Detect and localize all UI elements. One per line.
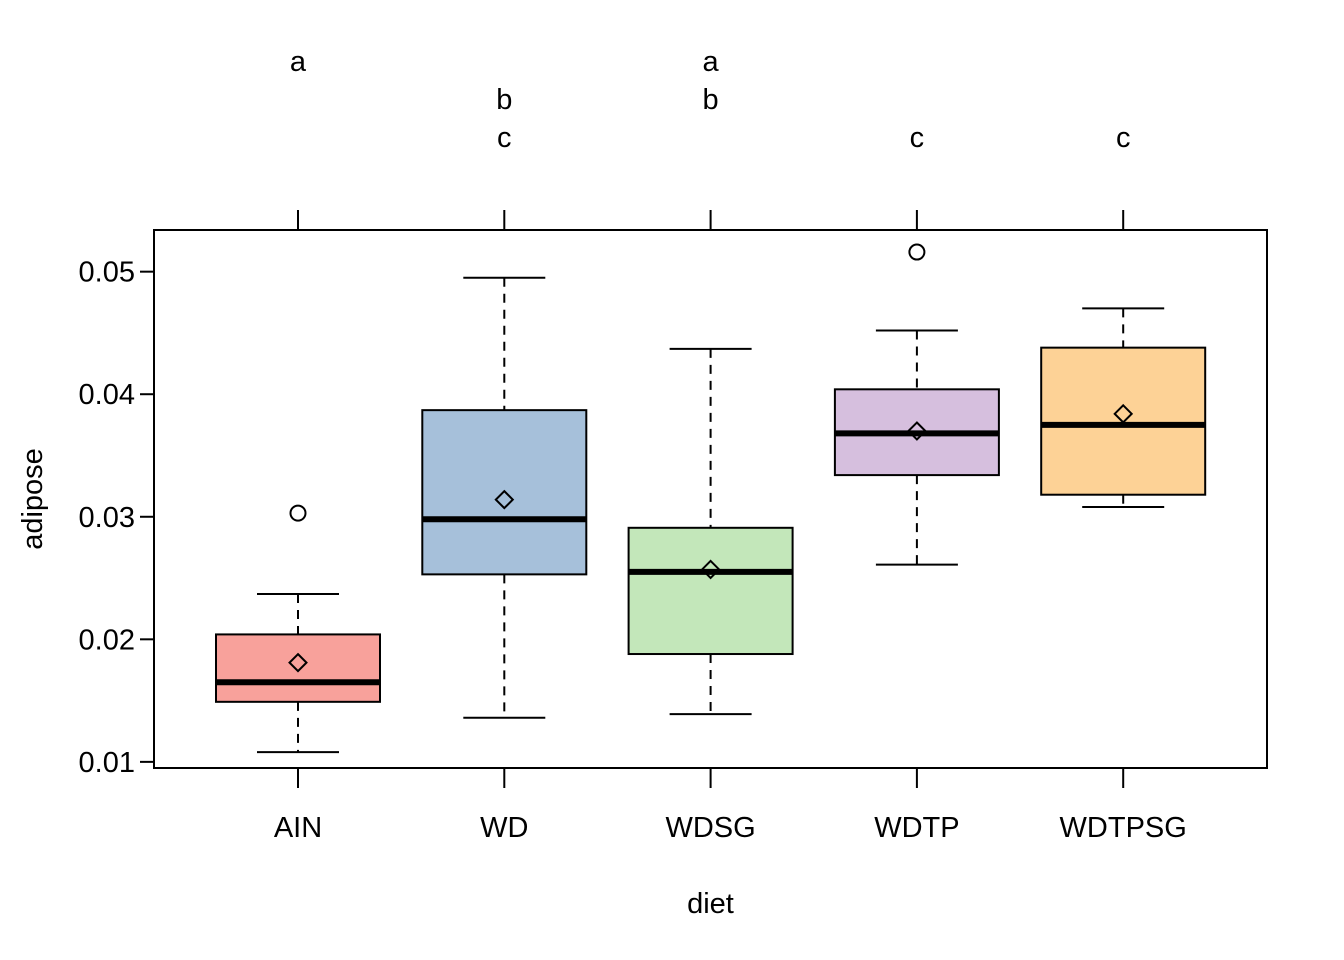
mean-marker [1113, 403, 1134, 424]
significance-letter: c [1116, 122, 1131, 154]
significance-letter: b [496, 84, 512, 116]
boxes [215, 243, 1207, 754]
box-rect [627, 526, 794, 656]
significance-letter: c [497, 122, 512, 154]
significance-letter: b [703, 84, 719, 116]
significance-letter: a [703, 46, 720, 78]
box-group [421, 276, 588, 719]
y-tick-label: 0.04 [79, 379, 135, 411]
x-tick-label: WD [480, 812, 528, 844]
outlier-point [289, 504, 307, 522]
x-tick-label: AIN [274, 812, 322, 844]
box-group [215, 504, 381, 754]
x-tick-label: WDSG [665, 812, 755, 844]
x-axis-title: diet [687, 888, 734, 920]
x-tick-label: WDTP [874, 812, 959, 844]
box-rect [215, 633, 381, 703]
mean-marker [494, 489, 515, 510]
y-axis-title: adipose [17, 448, 49, 550]
y-tick-label: 0.01 [79, 747, 135, 779]
box-group [1040, 307, 1207, 508]
mean-marker [700, 559, 721, 580]
outlier-point [908, 243, 926, 261]
box-group [833, 243, 1000, 566]
y-tick-label: 0.03 [79, 502, 135, 534]
y-axis: 0.01 0.02 0.03 0.04 0.05 [79, 257, 154, 779]
significance-letter: c [910, 122, 925, 154]
mean-marker [288, 652, 308, 673]
mean-marker [906, 421, 927, 441]
x-tick-label: WDTPSG [1060, 812, 1187, 844]
x-axis: AIN WD WDSG WDTP WDTPSG [274, 768, 1187, 844]
box-group [627, 347, 794, 716]
top-axis-ticks [297, 210, 1125, 230]
significance-letter: a [290, 46, 307, 78]
y-tick-label: 0.02 [79, 624, 135, 656]
y-tick-label: 0.05 [79, 257, 135, 289]
